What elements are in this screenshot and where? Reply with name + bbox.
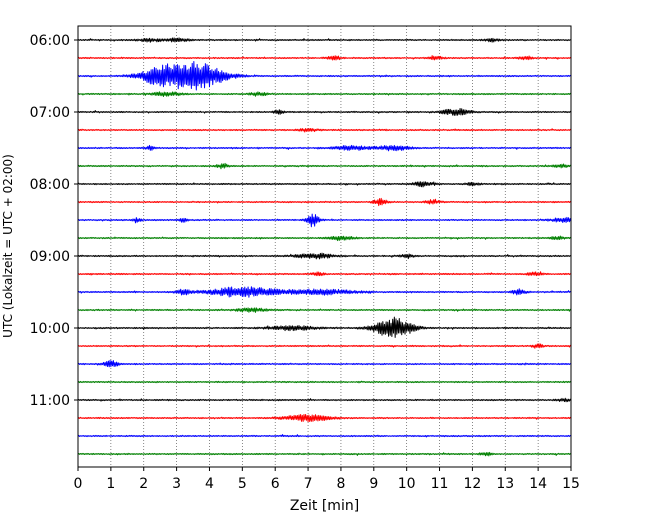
- trace-line: [77, 107, 572, 116]
- x-tick-label: 6: [271, 476, 280, 492]
- x-tick-label: 1: [106, 476, 115, 492]
- trace-line: [77, 37, 572, 43]
- x-tick-label: 15: [562, 476, 580, 492]
- trace-line: [77, 380, 572, 384]
- trace-line: [77, 61, 572, 91]
- y-tick-label: 06:00: [30, 33, 70, 49]
- trace-line: [77, 252, 572, 260]
- trace-line: [77, 413, 572, 423]
- x-tick-label: 14: [529, 476, 547, 492]
- trace-line: [77, 434, 572, 438]
- x-tick-label: 2: [139, 476, 148, 492]
- x-tick-label: 8: [336, 476, 345, 492]
- y-tick-label: 11:00: [30, 393, 70, 409]
- plot-frame: [77, 25, 572, 468]
- trace-line: [77, 162, 572, 170]
- x-tick-label: 0: [74, 476, 83, 492]
- trace-line: [77, 316, 572, 338]
- trace-line: [77, 181, 572, 188]
- y-tick-label: 07:00: [30, 105, 70, 121]
- x-tick-label: 10: [398, 476, 416, 492]
- x-axis-title: Zeit [min]: [290, 498, 359, 514]
- y-axis: 06:00 07:00 08:00 09:00 10:00 11:00: [30, 33, 78, 409]
- y-tick-label: 10:00: [30, 321, 70, 337]
- x-axis: 0 1 2 3 4 5 6 7 8 9 10 11 12 13 14 15: [74, 467, 580, 492]
- trace-line: [77, 307, 572, 313]
- x-tick-label: 7: [304, 476, 313, 492]
- trace-line: [77, 286, 572, 298]
- trace-line: [77, 91, 572, 98]
- x-tick-label: 4: [205, 476, 214, 492]
- y-tick-label: 08:00: [30, 177, 70, 193]
- y-axis-title: UTC (Lokalzeit = UTC + 02:00): [1, 154, 15, 338]
- trace-line: [77, 55, 572, 61]
- x-tick-label: 11: [431, 476, 449, 492]
- trace-line: [77, 144, 572, 152]
- trace-line: [77, 397, 572, 403]
- x-tick-label: 12: [463, 476, 481, 492]
- trace-line: [77, 359, 572, 368]
- trace-line: [77, 197, 572, 207]
- trace-line: [77, 235, 572, 242]
- traces: [77, 37, 572, 457]
- x-tick-label: 9: [369, 476, 378, 492]
- y-tick-label: 09:00: [30, 249, 70, 265]
- x-tick-label: 13: [496, 476, 514, 492]
- trace-line: [77, 127, 572, 133]
- trace-line: [77, 271, 572, 277]
- x-tick-label: 5: [238, 476, 247, 492]
- trace-line: [77, 343, 572, 349]
- trace-line: [77, 213, 572, 228]
- trace-line: [77, 451, 572, 457]
- x-tick-label: 3: [172, 476, 181, 492]
